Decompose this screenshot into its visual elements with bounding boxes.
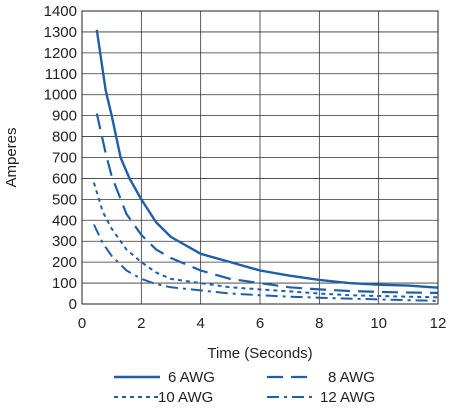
x-tick-label: 10 [370,315,387,332]
x-tick-label: 12 [430,315,447,332]
x-tick-labels: 0 2 4 6 8 10 12 [78,315,447,332]
y-axis-title: Amperes [3,127,20,187]
x-tick-label: 0 [78,315,86,332]
legend: 6 AWG 8 AWG 10 AWG 12 AWG [114,369,375,406]
x-tick-label: 8 [315,315,323,332]
x-axis-title: Time (Seconds) [207,345,312,362]
x-tick-label: 2 [137,315,145,332]
y-tick-label: 700 [52,150,77,167]
y-tick-label: 900 [52,108,77,125]
legend-label: 10 AWG [158,389,213,406]
y-tick-label: 300 [52,233,77,250]
y-tick-label: 1400 [44,3,77,20]
y-tick-label: 200 [52,254,77,271]
y-tick-label: 1300 [44,24,77,41]
y-tick-label: 1000 [44,87,77,104]
series-line [95,29,439,289]
series-lines [92,29,439,302]
y-tick-labels: 0 100 200 300 400 500 600 700 800 900 1000 1100 1200… [44,3,77,313]
y-tick-label: 1100 [45,66,77,83]
legend-label: 8 AWG [328,369,375,386]
y-tick-label: 500 [52,191,77,208]
series-line [95,113,439,294]
y-tick-label: 1200 [44,45,77,62]
y-tick-label: 400 [52,212,77,229]
plot-frame [81,10,439,305]
y-tick-label: 600 [52,170,77,187]
y-tick-label: 0 [69,296,77,313]
x-tick-label: 4 [196,315,204,332]
grid [81,10,439,305]
y-tick-label: 800 [52,129,77,146]
legend-label: 6 AWG [168,369,215,386]
y-tick-label: 100 [52,275,77,292]
legend-label: 12 AWG [320,389,375,406]
series-line [92,182,439,299]
x-tick-label: 6 [256,315,264,332]
